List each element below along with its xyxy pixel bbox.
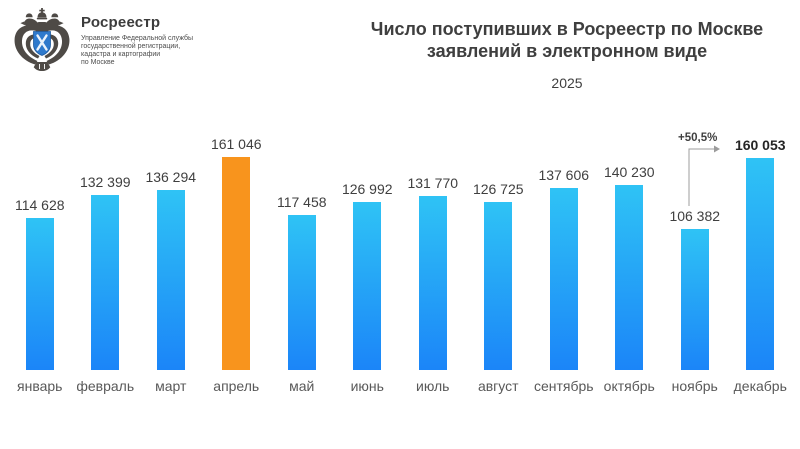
- bar: [549, 188, 578, 370]
- month-label: август: [477, 378, 519, 394]
- bar-value-label: 132 399: [79, 174, 131, 190]
- bar-value-label: 140 230: [603, 164, 655, 180]
- bar-value-label: 160 053: [734, 137, 786, 153]
- bar-column: 140 230 октябрь: [597, 164, 663, 393]
- double-headed-eagle-emblem-icon: [14, 8, 70, 71]
- bar-column: 106 382 ноябрь: [662, 208, 728, 393]
- bar-value-label: 131 770: [407, 175, 459, 191]
- bar-column: 126 725 август: [466, 181, 532, 393]
- month-label: апрель: [213, 378, 260, 394]
- month-label: июль: [416, 378, 450, 394]
- bar: [25, 218, 54, 370]
- logo-text-block: Росреестр Управление Федеральной службы …: [81, 8, 193, 74]
- chart-title-line1: Число поступивших в Росреестр по Москве: [370, 19, 764, 39]
- bar-value-label: 161 046: [210, 136, 262, 152]
- chart-title: Число поступивших в Росреестр по Москве з…: [338, 19, 796, 62]
- bar-column: 117 458 май: [269, 194, 335, 393]
- bar: [156, 190, 185, 370]
- month-label: март: [155, 378, 187, 394]
- month-label: декабрь: [733, 378, 787, 394]
- growth-annotation: +50,5%: [678, 132, 720, 206]
- bar-column: 161 046 апрель: [204, 136, 270, 393]
- month-label: октябрь: [603, 378, 655, 394]
- chart-year: 2025: [551, 75, 583, 91]
- month-label: май: [289, 378, 315, 394]
- bar-value-label: 114 628: [14, 197, 65, 213]
- annotation-growth-label: +50,5%: [678, 132, 717, 144]
- logo-subtitle: Управление Федеральной службы государств…: [81, 35, 193, 66]
- bar: [353, 202, 382, 370]
- bar: [418, 196, 447, 370]
- bar-column: 126 992 июнь: [335, 181, 401, 393]
- month-label: январь: [17, 378, 63, 394]
- chart-title-line2: заявлений в электронном виде: [426, 40, 708, 61]
- bar-column: 137 606 сентябрь: [531, 167, 597, 393]
- bar-highlighted: [222, 157, 251, 370]
- bar-value-label: 137 606: [538, 167, 590, 183]
- annotation-arrow: [688, 145, 720, 206]
- bar-value-label: 136 294: [145, 169, 197, 185]
- bar: [91, 195, 120, 370]
- bar-value-label: 117 458: [276, 194, 327, 210]
- month-label: февраль: [76, 378, 135, 394]
- bar-value-label: 126 725: [472, 181, 524, 197]
- bar-value-label: 106 382: [669, 208, 721, 224]
- bar-column: 131 770 июль: [400, 175, 466, 393]
- rosreestr-logo: Росреестр Управление Федеральной службы …: [12, 8, 193, 74]
- logo-title: Росреестр: [81, 14, 161, 31]
- bar-column: 136 294 март: [138, 169, 204, 393]
- bar-chart: 114 628 январь 132 399 февраль 136 294 март 16…: [7, 115, 793, 393]
- bar: [680, 229, 709, 370]
- month-label: ноябрь: [671, 378, 718, 394]
- bar-value-label: 126 992: [341, 181, 393, 197]
- bar-column: 160 053 декабрь: [728, 137, 794, 393]
- bar: [287, 215, 316, 370]
- chart-title-block: Число поступивших в Росреестр по Москве з…: [338, 19, 796, 91]
- bar: [746, 158, 775, 370]
- bar: [615, 185, 644, 370]
- bar-column: 132 399 февраль: [73, 174, 139, 393]
- month-label: сентябрь: [533, 378, 594, 394]
- month-label: июнь: [350, 378, 384, 394]
- bar: [484, 202, 513, 370]
- bar-column: 114 628 январь: [7, 197, 73, 393]
